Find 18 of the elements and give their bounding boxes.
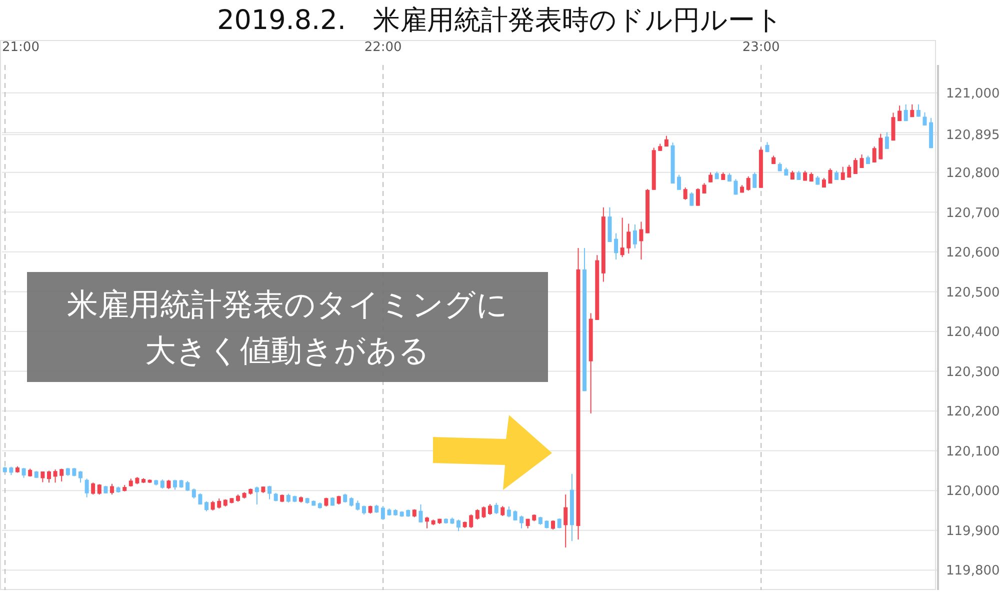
y-tick-label: 120,700 bbox=[946, 206, 1000, 221]
y-tick-label: 120,400 bbox=[946, 325, 1000, 340]
y-tick-label: 120,200 bbox=[946, 404, 1000, 420]
y-tick-label: 119,900 bbox=[946, 524, 1000, 539]
y-tick-label: 120,500 bbox=[946, 285, 1000, 300]
y-tick-label: 121,000 bbox=[946, 86, 1000, 102]
y-tick-label: 120,100 bbox=[946, 444, 1000, 460]
y-tick-label: 120,800 bbox=[946, 166, 1000, 181]
y-tick-label: 119,800 bbox=[946, 564, 1000, 579]
chart-title: 2019.8.2. 米雇用統計発表時のドル円ルート bbox=[216, 4, 784, 38]
x-tick-label: 23:00 bbox=[742, 40, 780, 55]
annotation: 米雇用統計発表のタイミングに大きく値動きがある bbox=[27, 272, 548, 382]
y-tick-label: 120,300 bbox=[946, 364, 1000, 380]
y-tick-label: 120,000 bbox=[946, 484, 1000, 500]
x-tick-label: 22:00 bbox=[364, 40, 402, 55]
y-tick-label: 120,895 bbox=[946, 128, 1000, 144]
x-tick-label: 21:00 bbox=[2, 40, 40, 55]
y-tick-label: 120,600 bbox=[946, 246, 1000, 261]
